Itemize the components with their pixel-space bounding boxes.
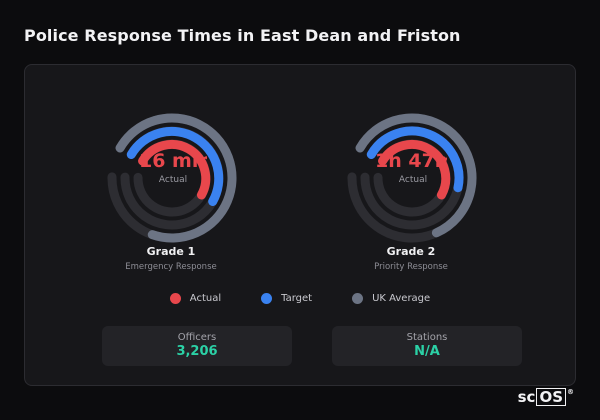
- gauge-caption-grade-1: Actual: [158, 175, 188, 185]
- legend-dot-target-icon: [261, 293, 273, 304]
- legend-dot-uk-average-icon: [352, 293, 364, 304]
- stat-stations-label: Stations: [406, 332, 448, 343]
- legend-item-uk-average: UK Average: [352, 293, 430, 304]
- stat-officers: Officers 3,206: [102, 326, 292, 366]
- ring-arc-actual: [378, 139, 451, 200]
- brand-logo: sc OS ®: [518, 388, 574, 406]
- legend-dot-actual-icon: [169, 293, 181, 304]
- page-title: Police Response Times in East Dean and F…: [24, 26, 461, 45]
- ring-arc-target: [366, 126, 464, 193]
- stat-officers-label: Officers: [177, 332, 217, 343]
- legend-item-target: Target: [261, 293, 312, 304]
- gauge-grade-2: 1h 47m Actual: [337, 103, 487, 253]
- gauge-value-grade-1: 16 min: [139, 150, 207, 172]
- gauge-rings-grade-1: [107, 113, 237, 243]
- gauge-value-grade-2: 1h 47m: [375, 150, 447, 172]
- gauge-caption-grade-2: Actual: [398, 175, 428, 185]
- grade-2-subtitle: Priority Response: [374, 262, 448, 272]
- gauge-grade-1: 16 min Actual: [97, 103, 247, 253]
- ring-arc-actual: [138, 139, 211, 200]
- grade-2-title: Grade 2: [386, 245, 436, 258]
- gauge-rings-grade-2: [347, 113, 477, 243]
- grade-1-title: Grade 1: [146, 245, 196, 258]
- legend-label-target: Target: [281, 293, 313, 304]
- stat-stations: Stations N/A: [332, 326, 522, 366]
- legend: Actual Target UK Average: [25, 293, 575, 304]
- ring-arc-uk-average: [355, 113, 477, 238]
- ring-arc-target: [126, 126, 224, 206]
- grade-1-subtitle: Emergency Response: [125, 262, 217, 272]
- brand-prefix: sc: [517, 388, 536, 406]
- stat-stations-value: N/A: [414, 344, 440, 359]
- stat-officers-value: 3,206: [176, 344, 218, 359]
- legend-label-uk-average: UK Average: [372, 293, 431, 304]
- legend-item-actual: Actual: [169, 293, 222, 304]
- brand-boxed: OS: [536, 388, 566, 406]
- brand-registered-mark: ®: [567, 388, 574, 396]
- ring-arc-uk-average: [115, 113, 237, 243]
- response-times-card: 16 min Actual Grade 1 Emergency Response…: [24, 64, 576, 386]
- legend-label-actual: Actual: [189, 293, 222, 304]
